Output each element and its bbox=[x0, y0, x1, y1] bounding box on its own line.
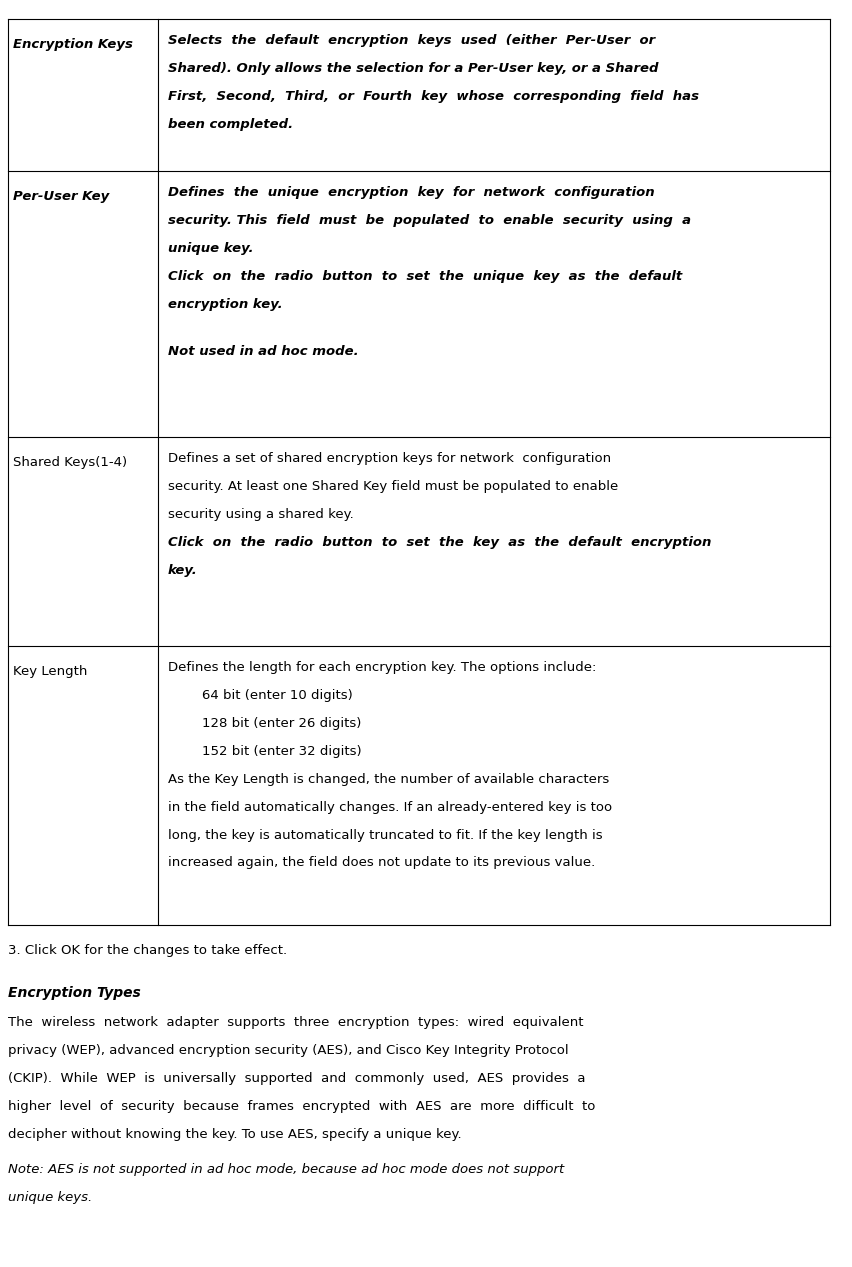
Text: been completed.: been completed. bbox=[168, 118, 292, 131]
Text: Defines  the  unique  encryption  key  for  network  configuration: Defines the unique encryption key for ne… bbox=[168, 186, 653, 199]
Text: 3. Click OK for the changes to take effect.: 3. Click OK for the changes to take effe… bbox=[9, 944, 287, 957]
Text: Per-User Key: Per-User Key bbox=[13, 190, 109, 203]
Text: Defines the length for each encryption key. The options include:: Defines the length for each encryption k… bbox=[168, 661, 596, 674]
Text: privacy (WEP), advanced encryption security (AES), and Cisco Key Integrity Proto: privacy (WEP), advanced encryption secur… bbox=[9, 1044, 568, 1057]
Text: Shared Keys(1-4): Shared Keys(1-4) bbox=[13, 456, 127, 469]
Text: in the field automatically changes. If an already-entered key is too: in the field automatically changes. If a… bbox=[168, 801, 611, 813]
Text: 64 bit (enter 10 digits): 64 bit (enter 10 digits) bbox=[168, 689, 352, 702]
Text: As the Key Length is changed, the number of available characters: As the Key Length is changed, the number… bbox=[168, 773, 608, 786]
Text: Defines a set of shared encryption keys for network  configuration: Defines a set of shared encryption keys … bbox=[168, 452, 610, 465]
Text: higher  level  of  security  because  frames  encrypted  with  AES  are  more  d: higher level of security because frames … bbox=[9, 1100, 595, 1112]
Text: Not used in ad hoc mode.: Not used in ad hoc mode. bbox=[168, 345, 358, 359]
Text: security. This  field  must  be  populated  to  enable  security  using  a: security. This field must be populated t… bbox=[168, 214, 690, 227]
Text: Note: AES is not supported in ad hoc mode, because ad hoc mode does not support: Note: AES is not supported in ad hoc mod… bbox=[9, 1163, 564, 1176]
Text: security. At least one Shared Key field must be populated to enable: security. At least one Shared Key field … bbox=[168, 480, 617, 493]
Text: unique key.: unique key. bbox=[168, 242, 253, 255]
Text: encryption key.: encryption key. bbox=[168, 298, 282, 310]
Text: The  wireless  network  adapter  supports  three  encryption  types:  wired  equ: The wireless network adapter supports th… bbox=[9, 1016, 584, 1029]
Text: First,  Second,  Third,  or  Fourth  key  whose  corresponding  field  has: First, Second, Third, or Fourth key whos… bbox=[168, 90, 698, 103]
Text: 152 bit (enter 32 digits): 152 bit (enter 32 digits) bbox=[168, 745, 361, 758]
Text: unique keys.: unique keys. bbox=[9, 1191, 93, 1204]
Text: long, the key is automatically truncated to fit. If the key length is: long, the key is automatically truncated… bbox=[168, 829, 602, 841]
Text: Selects  the  default  encryption  keys  used  (either  Per-User  or: Selects the default encryption keys used… bbox=[168, 34, 654, 47]
Text: Shared). Only allows the selection for a Per-User key, or a Shared: Shared). Only allows the selection for a… bbox=[168, 62, 658, 75]
Text: key.: key. bbox=[168, 564, 197, 576]
Text: Key Length: Key Length bbox=[13, 665, 87, 678]
Text: (CKIP).  While  WEP  is  universally  supported  and  commonly  used,  AES  prov: (CKIP). While WEP is universally support… bbox=[9, 1072, 585, 1085]
Text: Click  on  the  radio  button  to  set  the  unique  key  as  the  default: Click on the radio button to set the uni… bbox=[168, 270, 681, 283]
Text: security using a shared key.: security using a shared key. bbox=[168, 508, 353, 521]
Text: Click  on  the  radio  button  to  set  the  key  as  the  default  encryption: Click on the radio button to set the key… bbox=[168, 536, 711, 549]
Text: Encryption Keys: Encryption Keys bbox=[13, 38, 132, 51]
Text: increased again, the field does not update to its previous value.: increased again, the field does not upda… bbox=[168, 856, 594, 869]
Text: 128 bit (enter 26 digits): 128 bit (enter 26 digits) bbox=[168, 717, 360, 730]
Text: Encryption Types: Encryption Types bbox=[9, 986, 141, 1000]
Text: decipher without knowing the key. To use AES, specify a unique key.: decipher without knowing the key. To use… bbox=[9, 1128, 462, 1140]
